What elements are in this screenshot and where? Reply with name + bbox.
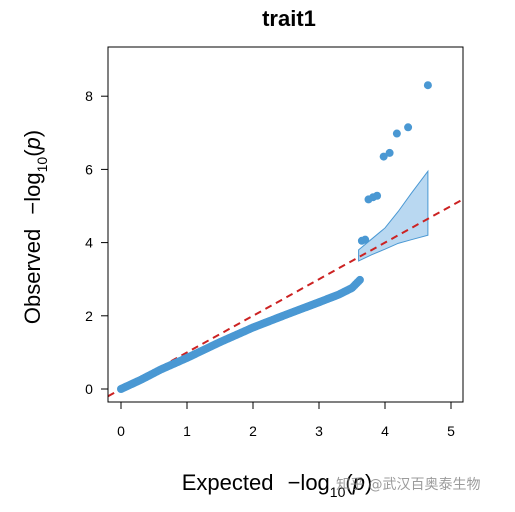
svg-text:Observed −log10(p): Observed −log10(p)	[20, 130, 50, 324]
y-label-sub: 10	[34, 157, 50, 173]
x-tick-label: 2	[249, 423, 257, 439]
x-tick-label: 4	[381, 423, 389, 439]
y-label-open: (	[20, 149, 45, 157]
data-point	[355, 275, 364, 284]
y-tick-label: 6	[85, 161, 93, 177]
data-point-top	[392, 129, 401, 138]
data-point-top	[361, 235, 370, 244]
x-tick-label: 5	[447, 423, 455, 439]
x-label-expr: −log	[288, 470, 330, 495]
x-tick-label: 0	[117, 423, 125, 439]
y-tick-label: 2	[85, 308, 93, 324]
y-label-var: p	[20, 137, 45, 150]
svg-text:Expected −log10(p): Expected −log10(p)	[182, 470, 373, 500]
x-label-close: )	[365, 470, 372, 495]
x-tick-label: 3	[315, 423, 323, 439]
y-label-expr: −log	[20, 172, 45, 214]
reference-line	[107, 198, 464, 398]
x-label-var: p	[352, 470, 365, 495]
x-label-prefix: Expected	[182, 470, 274, 495]
chart-title: trait1	[262, 6, 316, 31]
data-point-top	[373, 191, 382, 200]
y-tick-label: 8	[85, 88, 93, 104]
y-label-prefix: Observed	[20, 229, 45, 324]
data-point-top	[385, 148, 394, 157]
y-axis-label: Observed −log10(p)	[20, 130, 50, 324]
plot-frame	[107, 46, 464, 403]
y-tick-label: 0	[85, 381, 93, 397]
x-label-open: (	[345, 470, 353, 495]
x-tick-label: 1	[183, 423, 191, 439]
data-point-top	[379, 152, 388, 161]
y-label-close: )	[20, 130, 45, 137]
watermark: 知乎 @武汉百奥泰生物	[336, 477, 481, 493]
y-tick-label: 4	[85, 235, 93, 251]
data-point-top	[423, 81, 432, 90]
x-axis-label: Expected −log10(p)	[182, 470, 373, 500]
confidence-band	[358, 169, 429, 262]
data-point-top	[404, 123, 413, 132]
x-label-sub: 10	[330, 484, 346, 500]
